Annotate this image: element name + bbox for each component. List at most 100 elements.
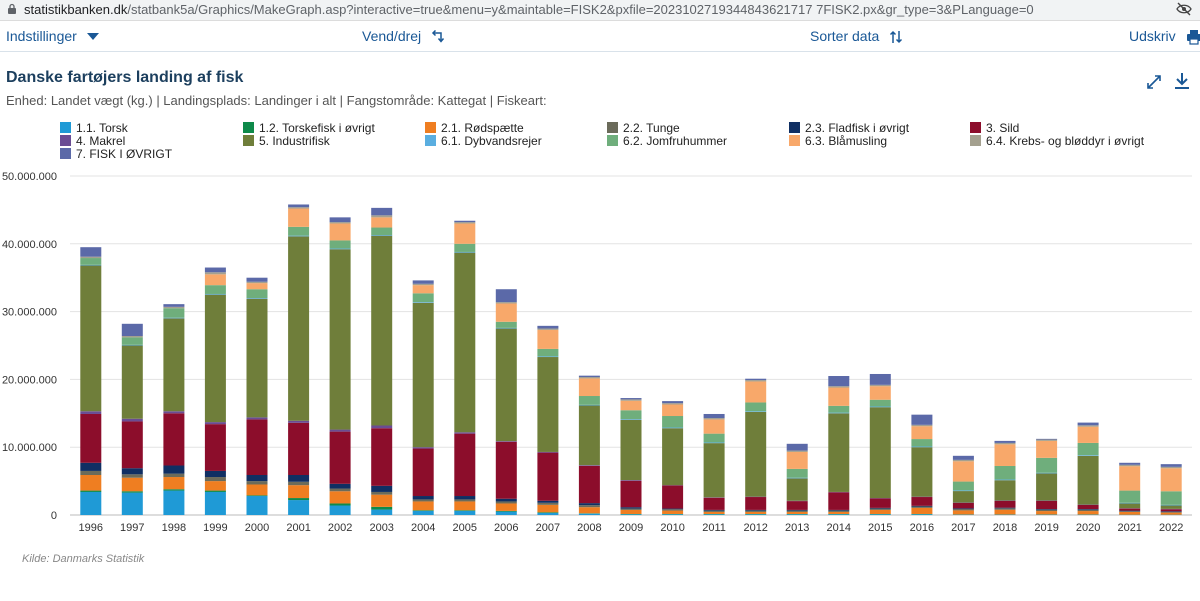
bar-segment[interactable] bbox=[454, 252, 476, 433]
bar-segment[interactable] bbox=[1077, 425, 1099, 427]
bar-segment[interactable] bbox=[454, 510, 476, 511]
bar-segment[interactable] bbox=[246, 496, 268, 515]
bar-segment[interactable] bbox=[1160, 468, 1182, 492]
bar-segment[interactable] bbox=[994, 480, 1016, 501]
bar-segment[interactable] bbox=[578, 378, 600, 397]
bar-segment[interactable] bbox=[1036, 457, 1058, 473]
bar-segment[interactable] bbox=[163, 473, 185, 478]
bar-segment[interactable] bbox=[578, 465, 600, 466]
download-icon[interactable] bbox=[1174, 72, 1190, 95]
bar-segment[interactable] bbox=[786, 510, 808, 512]
bar-segment[interactable] bbox=[1077, 509, 1099, 510]
bar-segment[interactable] bbox=[454, 499, 476, 502]
bar-segment[interactable] bbox=[911, 497, 933, 506]
bar-segment[interactable] bbox=[412, 496, 434, 500]
bar-segment[interactable] bbox=[869, 386, 891, 400]
bar-segment[interactable] bbox=[80, 462, 102, 471]
bar-segment[interactable] bbox=[786, 450, 808, 452]
bar-segment[interactable] bbox=[1077, 455, 1099, 456]
bar-segment[interactable] bbox=[454, 223, 476, 244]
bar-segment[interactable] bbox=[1160, 464, 1182, 467]
bar-segment[interactable] bbox=[80, 411, 102, 414]
bar-segment[interactable] bbox=[80, 491, 102, 515]
bar-segment[interactable] bbox=[1077, 442, 1099, 456]
bar-segment[interactable] bbox=[454, 243, 476, 252]
bar-segment[interactable] bbox=[1160, 491, 1182, 505]
bar-segment[interactable] bbox=[1077, 455, 1099, 505]
legend-item[interactable]: 2.1. Rødspætte bbox=[425, 121, 524, 135]
bar-segment[interactable] bbox=[329, 248, 351, 250]
bar-segment[interactable] bbox=[662, 514, 684, 515]
bar-segment[interactable] bbox=[80, 413, 102, 463]
bar-segment[interactable] bbox=[495, 501, 517, 504]
bar-segment[interactable] bbox=[495, 303, 517, 322]
bar-segment[interactable] bbox=[620, 399, 642, 401]
bar-segment[interactable] bbox=[1036, 473, 1058, 501]
bar-segment[interactable] bbox=[869, 407, 891, 499]
bar-segment[interactable] bbox=[495, 498, 517, 502]
bar-segment[interactable] bbox=[412, 293, 434, 303]
bar-segment[interactable] bbox=[121, 323, 143, 336]
bar-segment[interactable] bbox=[329, 222, 351, 224]
bar-segment[interactable] bbox=[578, 465, 600, 504]
bar-segment[interactable] bbox=[412, 448, 434, 497]
bar-segment[interactable] bbox=[578, 375, 600, 378]
bar-segment[interactable] bbox=[80, 475, 102, 491]
bar-segment[interactable] bbox=[412, 283, 434, 286]
bar-segment[interactable] bbox=[163, 413, 185, 466]
bar-segment[interactable] bbox=[288, 207, 310, 209]
bar-segment[interactable] bbox=[1077, 509, 1099, 512]
bar-segment[interactable] bbox=[537, 328, 559, 330]
bar-segment[interactable] bbox=[994, 442, 1016, 445]
bar-segment[interactable] bbox=[371, 235, 393, 426]
bar-segment[interactable] bbox=[911, 447, 933, 497]
bar-segment[interactable] bbox=[745, 497, 767, 510]
bar-segment[interactable] bbox=[412, 285, 434, 294]
bar-segment[interactable] bbox=[911, 424, 933, 427]
bar-segment[interactable] bbox=[662, 416, 684, 428]
bar-segment[interactable] bbox=[578, 513, 600, 515]
bar-segment[interactable] bbox=[288, 208, 310, 227]
bar-segment[interactable] bbox=[1119, 510, 1141, 512]
bar-segment[interactable] bbox=[371, 491, 393, 495]
bar-segment[interactable] bbox=[662, 427, 684, 429]
bar-segment[interactable] bbox=[828, 405, 850, 413]
bar-segment[interactable] bbox=[1119, 502, 1141, 504]
bar-segment[interactable] bbox=[994, 508, 1016, 510]
bar-segment[interactable] bbox=[495, 302, 517, 304]
bar-segment[interactable] bbox=[371, 509, 393, 515]
bar-segment[interactable] bbox=[703, 511, 725, 514]
bar-segment[interactable] bbox=[537, 348, 559, 357]
bar-segment[interactable] bbox=[869, 399, 891, 407]
bar-segment[interactable] bbox=[786, 511, 808, 514]
bar-segment[interactable] bbox=[1036, 509, 1058, 512]
bar-segment[interactable] bbox=[329, 488, 351, 492]
bar-segment[interactable] bbox=[204, 294, 226, 423]
bar-segment[interactable] bbox=[911, 426, 933, 440]
legend-item[interactable]: 7. FISK I ØVRIGT bbox=[60, 147, 172, 161]
bar-segment[interactable] bbox=[703, 514, 725, 515]
bar-segment[interactable] bbox=[329, 240, 351, 249]
bar-segment[interactable] bbox=[911, 514, 933, 515]
bar-segment[interactable] bbox=[578, 396, 600, 405]
eye-off-icon[interactable] bbox=[1176, 2, 1192, 16]
bar-segment[interactable] bbox=[121, 468, 143, 475]
bar-segment[interactable] bbox=[952, 459, 974, 462]
legend-item[interactable]: 6.4. Krebs- og bløddyr i øvrigt bbox=[970, 134, 1144, 148]
legend-item[interactable]: 6.2. Jomfruhummer bbox=[607, 134, 727, 148]
expand-icon[interactable] bbox=[1146, 74, 1162, 95]
bar-segment[interactable] bbox=[204, 470, 226, 478]
legend-item[interactable]: 6.1. Dybvandsrejer bbox=[425, 134, 542, 148]
bar-segment[interactable] bbox=[994, 479, 1016, 481]
bar-segment[interactable] bbox=[578, 503, 600, 506]
bar-segment[interactable] bbox=[662, 428, 684, 486]
bar-segment[interactable] bbox=[662, 509, 684, 511]
bar-segment[interactable] bbox=[204, 481, 226, 491]
bar-segment[interactable] bbox=[1036, 440, 1058, 458]
bar-segment[interactable] bbox=[703, 413, 725, 419]
bar-segment[interactable] bbox=[662, 404, 684, 417]
bar-segment[interactable] bbox=[288, 235, 310, 237]
bar-segment[interactable] bbox=[246, 481, 268, 485]
bar-segment[interactable] bbox=[80, 265, 102, 412]
legend-item[interactable]: 5. Industrifisk bbox=[243, 134, 330, 148]
